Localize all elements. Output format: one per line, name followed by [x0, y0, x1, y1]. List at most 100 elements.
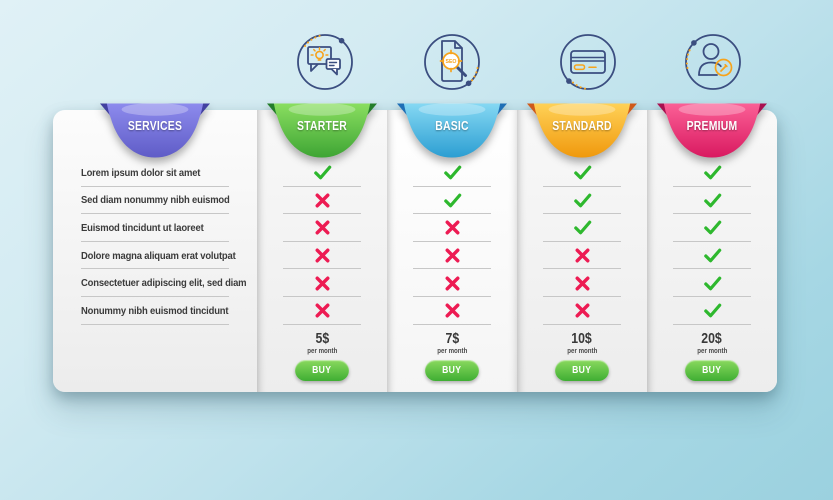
feature-cell — [517, 159, 647, 187]
service-row: Dolore magna aliquam erat volutpat — [53, 242, 257, 270]
column-title: SERVICES — [127, 118, 183, 133]
idea-message-icon — [293, 30, 357, 94]
column-ribbon: BASIC — [396, 100, 508, 164]
feature-cell — [257, 297, 387, 325]
price-period: per month — [306, 345, 338, 355]
feature-cell — [517, 214, 647, 242]
ribbon-shape — [99, 103, 211, 158]
column-ribbon: PREMIUM — [656, 100, 768, 164]
feature-cell — [257, 214, 387, 242]
cross-icon — [575, 248, 589, 263]
feature-cell — [387, 297, 517, 325]
cross-icon — [445, 276, 459, 291]
plan-price: 20$ — [701, 329, 723, 347]
credit-card-icon — [556, 30, 620, 94]
cross-icon — [445, 303, 459, 318]
column-title: BASIC — [435, 118, 469, 133]
feature-rows — [517, 159, 647, 325]
cross-icon — [575, 303, 589, 318]
buy-button[interactable]: BUY — [555, 359, 609, 381]
service-label: Nonummy nibh euismod tincidunt — [81, 304, 229, 317]
service-label: Euismod tincidunt ut laoreet — [81, 221, 204, 234]
feature-cell — [517, 269, 647, 297]
service-row: Lorem ipsum dolor sit amet — [53, 159, 257, 187]
service-label: Consectetuer adipiscing elit, sed diam — [81, 277, 247, 290]
check-icon — [703, 276, 721, 291]
column-title: PREMIUM — [686, 118, 738, 133]
feature-cell — [257, 269, 387, 297]
cross-icon — [445, 221, 459, 235]
plan-price: 5$ — [315, 329, 329, 347]
plan-column-basic: BASIC 7$ per month BUY — [387, 103, 517, 392]
check-icon — [573, 165, 591, 180]
check-icon — [443, 193, 461, 208]
cross-icon — [315, 221, 329, 235]
feature-cell — [517, 187, 647, 215]
feature-cell — [257, 187, 387, 215]
price-box: 7$ per month BUY — [387, 331, 517, 381]
cross-icon — [315, 193, 329, 208]
edit-user-icon — [681, 30, 745, 94]
price-box: 5$ per month BUY — [257, 331, 387, 381]
price-box: 10$ per month BUY — [517, 331, 647, 381]
feature-cell — [647, 159, 777, 187]
feature-cell — [517, 242, 647, 270]
check-icon — [703, 193, 721, 208]
services-rows: Lorem ipsum dolor sit amet Sed diam nonum… — [53, 159, 257, 325]
seo-file-icon: SEO — [420, 30, 484, 94]
buy-button[interactable]: BUY — [685, 359, 739, 381]
check-icon — [573, 193, 591, 208]
plan-column-starter: STARTER 5$ per month BUY — [257, 103, 387, 392]
cross-icon — [445, 248, 459, 263]
column-title: STARTER — [296, 118, 348, 133]
check-icon — [703, 165, 721, 180]
feature-cell — [387, 159, 517, 187]
ribbon-shape — [526, 103, 638, 158]
ribbon-shape — [656, 103, 768, 158]
price-period: per month — [696, 345, 728, 355]
feature-cell — [387, 214, 517, 242]
cross-icon — [575, 276, 589, 291]
check-icon — [703, 248, 721, 263]
column-ribbon: STANDARD — [526, 100, 638, 164]
service-row: Consectetuer adipiscing elit, sed diam — [53, 269, 257, 297]
pricing-table: SERVICES Lorem ipsum dolor sit amet Sed d… — [53, 103, 777, 392]
ribbon-shape — [396, 103, 508, 158]
service-label: Sed diam nonummy nibh euismod — [81, 194, 230, 207]
feature-cell — [647, 214, 777, 242]
buy-button[interactable]: BUY — [295, 359, 349, 381]
column-ribbon: STARTER — [266, 100, 378, 164]
service-row: Nonummy nibh euismod tincidunt — [53, 297, 257, 325]
feature-cell — [647, 242, 777, 270]
ribbon-shape — [266, 103, 378, 158]
feature-cell — [647, 187, 777, 215]
check-icon — [573, 221, 591, 235]
cross-icon — [315, 276, 329, 291]
buy-button[interactable]: BUY — [425, 359, 479, 381]
services-column: SERVICES Lorem ipsum dolor sit amet Sed d… — [53, 103, 257, 392]
price-period: per month — [436, 345, 468, 355]
service-label: Dolore magna aliquam erat volutpat — [81, 249, 236, 262]
feature-cell — [257, 159, 387, 187]
check-icon — [703, 303, 721, 318]
plan-price: 7$ — [445, 329, 459, 347]
feature-rows — [647, 159, 777, 325]
column-ribbon: SERVICES — [99, 100, 211, 164]
feature-cell — [387, 242, 517, 270]
plan-price: 10$ — [571, 329, 593, 347]
plan-column-standard: STANDARD 10$ per month BUY — [517, 103, 647, 392]
feature-cell — [257, 242, 387, 270]
service-row: Euismod tincidunt ut laoreet — [53, 214, 257, 242]
column-title: STANDARD — [552, 118, 612, 133]
feature-rows — [387, 159, 517, 325]
svg-text:SEO: SEO — [446, 59, 457, 65]
feature-cell — [517, 297, 647, 325]
check-icon — [313, 165, 331, 180]
service-label: Lorem ipsum dolor sit amet — [81, 166, 201, 179]
check-icon — [703, 221, 721, 235]
service-row: Sed diam nonummy nibh euismod — [53, 187, 257, 215]
feature-cell — [647, 297, 777, 325]
price-period: per month — [566, 345, 598, 355]
cross-icon — [315, 248, 329, 263]
